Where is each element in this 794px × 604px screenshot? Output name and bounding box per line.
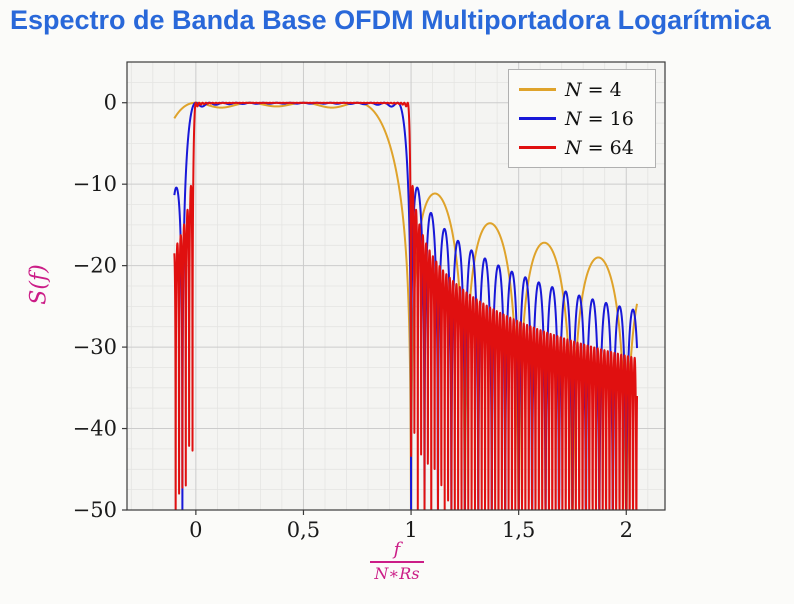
svg-text:−30: −30 xyxy=(73,335,117,359)
svg-text:1: 1 xyxy=(404,518,417,542)
fraction-bar-icon xyxy=(370,561,424,563)
x-label-denominator: N∗Rs xyxy=(374,564,420,583)
legend-label-n4: N = 4 xyxy=(565,78,622,101)
svg-text:2: 2 xyxy=(620,518,633,542)
svg-text:1,5: 1,5 xyxy=(502,518,535,542)
svg-text:−10: −10 xyxy=(73,172,117,196)
legend-label-n16: N = 16 xyxy=(565,107,634,130)
legend-item-n4: N = 4 xyxy=(519,75,655,104)
legend-label-n64: N = 64 xyxy=(565,136,634,159)
svg-text:0: 0 xyxy=(189,518,202,542)
legend-line-sample-n64 xyxy=(519,146,556,149)
svg-text:0,5: 0,5 xyxy=(287,518,320,542)
svg-text:−20: −20 xyxy=(73,254,117,278)
legend: N = 4 N = 16 N = 64 xyxy=(508,69,656,168)
x-axis-label: f N∗Rs xyxy=(352,540,442,582)
svg-text:−40: −40 xyxy=(73,417,117,441)
legend-line-sample-n16 xyxy=(519,117,556,120)
x-label-numerator: f xyxy=(393,539,401,560)
chart-title: Espectro de Banda Base OFDM Multiportado… xyxy=(10,5,771,35)
y-axis-label: S(f) xyxy=(26,264,52,305)
legend-item-n64: N = 64 xyxy=(519,133,655,162)
legend-line-sample-n4 xyxy=(519,88,556,91)
svg-text:−50: −50 xyxy=(73,498,117,522)
svg-text:0: 0 xyxy=(104,91,117,115)
legend-item-n16: N = 16 xyxy=(519,104,655,133)
